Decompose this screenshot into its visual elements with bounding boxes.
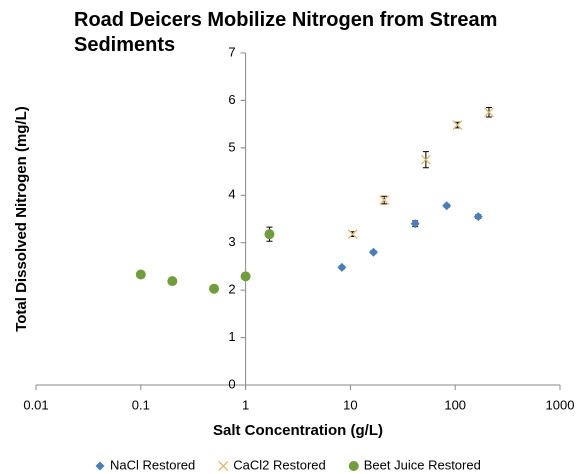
point [240,271,251,282]
point [347,229,358,240]
y-axis-label: Total Dissolved Nitrogen (mg/L) [13,106,30,332]
x-tick-label: 0.01 [23,397,48,412]
y-tick-label: 2 [228,282,235,297]
point [473,212,483,222]
y-tick-label: 5 [228,139,235,154]
legend-marker [218,461,229,471]
point [379,195,390,205]
y-tick-label: 7 [228,44,235,59]
x-tick-label: 100 [444,397,466,412]
y-tick-label: 4 [228,187,235,202]
y-tick-label: 1 [228,329,235,344]
point [167,276,178,287]
point [484,107,494,118]
x-tick-label: 0.1 [132,397,150,412]
legend-label: CaCl2 Restored [233,457,326,472]
legend-label: NaCl Restored [110,457,195,472]
legend-marker [348,461,359,471]
y-tick-label: 6 [228,92,235,107]
point [368,247,378,257]
point [452,120,463,131]
point [264,229,275,240]
point [135,269,146,280]
point [209,283,220,294]
x-axis-label: Salt Concentration (g/L) [213,422,383,439]
y-tick-label: 0 [228,376,235,391]
x-tick-label: 1000 [546,397,575,412]
x-tick-label: 1 [242,397,249,412]
legend-label: Beet Juice Restored [364,457,481,472]
x-tick-label: 10 [343,397,357,412]
point [337,262,347,272]
legend-marker [95,461,105,471]
y-tick-label: 3 [228,234,235,249]
point [410,219,420,229]
point [420,154,431,165]
point [442,201,452,211]
chart-title: Road Deicers Mobilize Nitrogen from Stre… [74,9,498,56]
